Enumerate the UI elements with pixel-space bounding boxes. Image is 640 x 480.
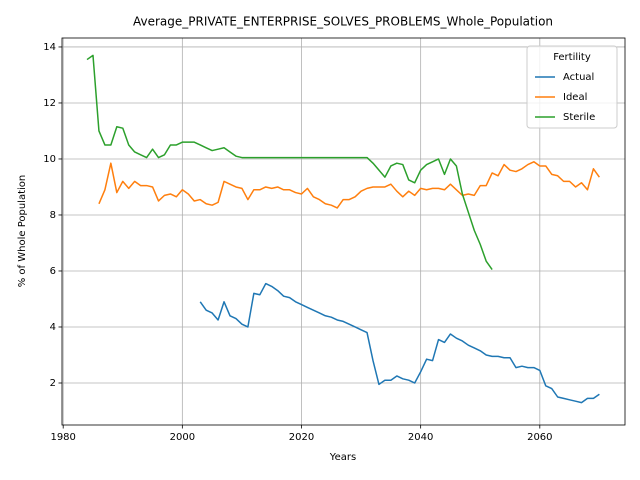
chart-title: Average_PRIVATE_ENTERPRISE_SOLVES_PROBLE… (133, 15, 553, 29)
x-axis-label: Years (329, 452, 356, 463)
x-tick-label: 2060 (527, 432, 552, 443)
legend-title: Fertility (553, 52, 591, 63)
legend-label: Sterile (563, 112, 595, 123)
y-tick-label: 6 (50, 266, 56, 277)
y-tick-label: 10 (43, 154, 56, 165)
plot-frame (61, 37, 626, 426)
y-axis-label: % of Whole Population (17, 175, 28, 288)
x-tick-label: 2000 (170, 432, 195, 443)
legend-box (526, 45, 618, 129)
y-tick-label: 4 (50, 322, 56, 333)
legend: Fertility Actual Ideal Sterile (526, 45, 618, 129)
y-tick-label: 2 (50, 378, 56, 389)
legend-label: Actual (563, 72, 594, 83)
line-series (98, 161, 600, 209)
legend-label: Ideal (563, 92, 587, 103)
x-tick-label: 2020 (289, 432, 314, 443)
x-tick-label: 2040 (408, 432, 433, 443)
y-tick-label: 8 (50, 210, 56, 221)
line-series (199, 282, 600, 404)
y-tick-label: 12 (43, 98, 56, 109)
y-tick-label: 14 (43, 42, 56, 53)
x-tick-label: 1980 (50, 432, 75, 443)
line-series (86, 54, 493, 271)
